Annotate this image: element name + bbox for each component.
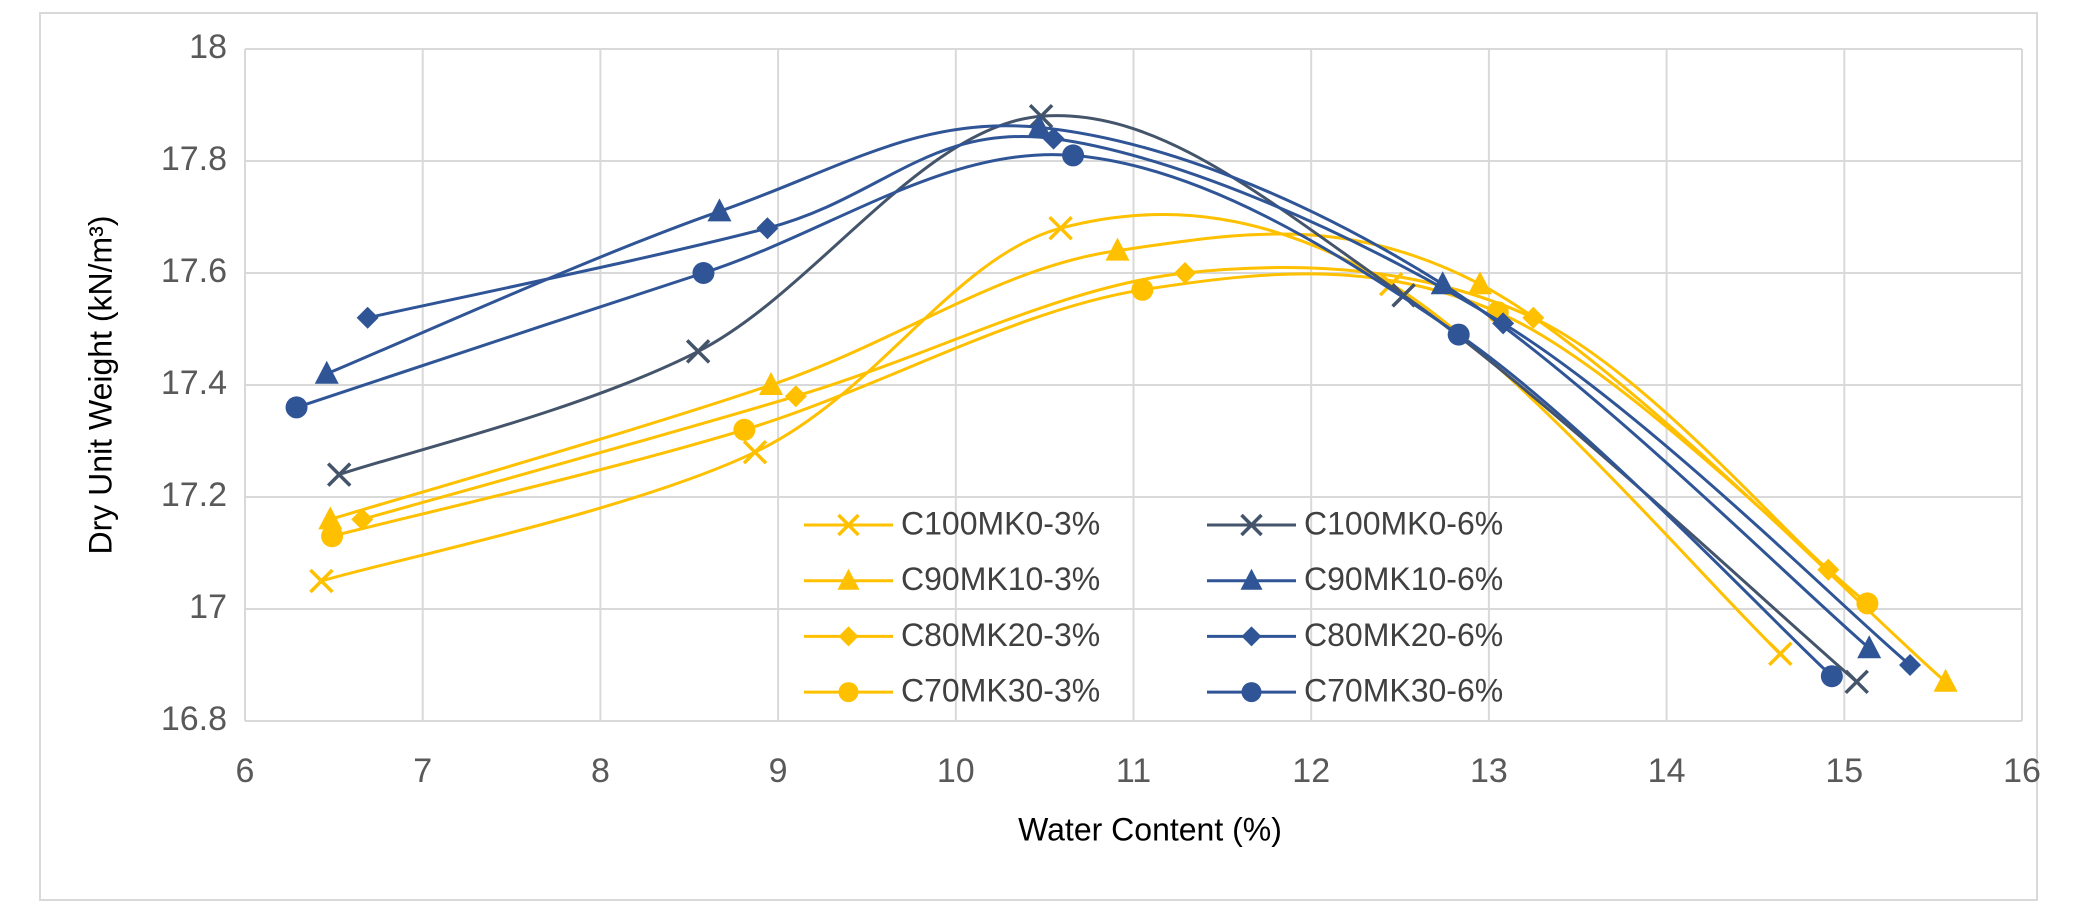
legend-label: C70MK30-6%: [1304, 673, 1503, 709]
data-point: [326, 462, 352, 487]
data-point: [1844, 669, 1869, 695]
series-line: [361, 266, 1830, 571]
data-point: [1430, 271, 1455, 295]
x-tick-label: 10: [937, 752, 975, 790]
data-point: [1820, 665, 1843, 688]
legend-marker: [838, 682, 859, 703]
x-tick-label: 14: [1648, 752, 1686, 790]
data-point: [1105, 237, 1130, 261]
x-tick-label: 9: [769, 752, 788, 790]
data-point: [1048, 215, 1073, 241]
data-point: [1062, 144, 1085, 167]
y-tick-label: 16.8: [161, 700, 227, 738]
data-point: [758, 372, 783, 395]
data-point: [733, 418, 756, 441]
data-point: [756, 217, 779, 240]
y-tick-label: 17.2: [161, 476, 227, 514]
data-point: [1028, 103, 1054, 129]
data-point: [1174, 262, 1197, 284]
series-line: [338, 114, 1858, 683]
x-tick-label: 11: [1116, 752, 1151, 790]
data-point: [784, 385, 807, 408]
data-point: [1856, 592, 1879, 615]
x-tick-label: 16: [2003, 752, 2041, 790]
data-point: [318, 506, 343, 530]
y-tick-label: 17: [189, 588, 227, 626]
data-point: [285, 396, 308, 419]
x-tick-label: 12: [1292, 752, 1330, 790]
y-tick-label: 18: [189, 28, 227, 66]
data-point: [1933, 668, 1958, 692]
y-tick-label: 17.8: [161, 140, 227, 178]
data-point: [1768, 641, 1793, 667]
chart-border: [39, 12, 2038, 901]
legend-label: C100MK0-6%: [1304, 505, 1503, 541]
data-point: [1447, 323, 1470, 346]
legend-marker: [1240, 568, 1263, 590]
data-point: [309, 568, 334, 594]
series-line: [326, 124, 1871, 650]
data-point: [707, 198, 732, 222]
x-tick-label: 8: [591, 752, 610, 790]
legend-label: C80MK20-6%: [1304, 617, 1503, 653]
series-line: [329, 232, 1947, 683]
legend-label: C90MK10-6%: [1304, 561, 1503, 597]
data-point: [742, 439, 768, 465]
legend-item: C100MK0-3%: [804, 505, 1100, 541]
legend-marker: [837, 513, 860, 537]
data-point: [351, 508, 374, 531]
x-tick-label: 15: [1825, 752, 1863, 790]
y-tick-label: 17.4: [161, 364, 227, 402]
legend-label: C70MK30-3%: [901, 673, 1100, 709]
legend-label: C80MK20-3%: [901, 617, 1100, 653]
data-point: [1492, 312, 1515, 335]
legend-label: C100MK0-3%: [901, 505, 1100, 541]
legend-item: C70MK30-3%: [804, 673, 1100, 709]
legend-item: C90MK10-3%: [804, 561, 1100, 597]
data-point: [321, 525, 344, 548]
legend-item: C70MK30-6%: [1207, 673, 1503, 709]
data-point: [1468, 271, 1493, 295]
data-point: [685, 339, 711, 364]
legend-marker: [1241, 626, 1262, 647]
y-axis-label: Dry Unit Weight (kN/m³): [82, 216, 118, 555]
data-point: [1027, 114, 1052, 138]
data-point: [1522, 306, 1545, 329]
legend-marker: [838, 626, 859, 647]
data-point: [692, 262, 715, 284]
x-tick-label: 6: [236, 752, 255, 790]
legend-marker: [1241, 682, 1262, 703]
data-point: [1857, 635, 1882, 659]
data-point: [1131, 278, 1154, 301]
legend-item: C100MK0-6%: [1207, 505, 1503, 541]
legend-marker: [837, 568, 860, 590]
x-tick-label: 7: [413, 752, 432, 790]
x-tick-label: 13: [1470, 752, 1508, 790]
x-axis-label: Water Content (%): [1018, 811, 1282, 847]
y-tick-label: 17.6: [161, 252, 227, 290]
legend-item: C90MK10-6%: [1207, 561, 1503, 597]
series-line: [367, 134, 1912, 667]
legend-item: C80MK20-3%: [804, 617, 1100, 653]
legend-marker: [1240, 513, 1263, 537]
data-point: [356, 306, 379, 329]
data-point: [1042, 127, 1065, 150]
data-point: [314, 360, 339, 384]
legend-item: C80MK20-6%: [1207, 617, 1503, 653]
legend-label: C90MK10-3%: [901, 561, 1100, 597]
data-point: [1899, 654, 1922, 676]
